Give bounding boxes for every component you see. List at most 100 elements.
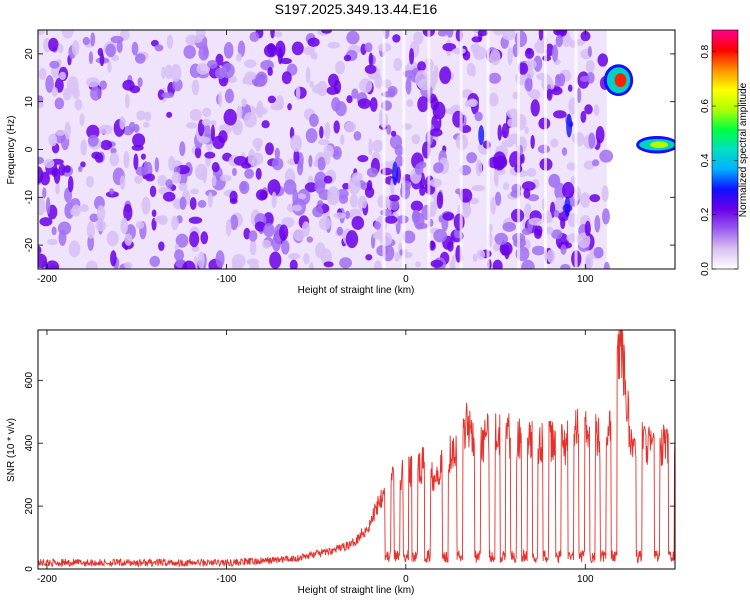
spectrogram-cell [524,78,533,92]
spectrogram-cell [270,30,275,39]
spectrogram-cell [271,157,284,171]
spectrogram-cell [79,204,89,212]
spectrogram-cell [384,215,398,224]
spectrogram-cell [318,139,330,146]
spectrogram-cell [58,163,66,176]
spectrogram-cell [154,215,165,223]
spectrogram-cell [475,159,483,177]
spectrogram-cell [344,210,350,220]
spectrogram-cell [553,110,567,119]
spectrogram-cell [507,118,514,127]
spectrogram-cell [289,259,298,269]
spectrogram-x-ticks: -200 -100 0 100 [37,30,594,285]
spectrogram-cell [303,252,310,265]
spectrogram-cell [270,103,284,111]
spectrogram-cell [324,122,331,140]
spectrogram-cell [406,99,414,107]
spectrogram-cell [40,171,51,186]
spectrogram-cell [179,196,187,210]
y-tick-label: 400 [24,434,35,451]
spectrogram-cell [304,182,318,193]
spectrogram-cell [43,158,55,169]
spectrogram-cell [223,41,234,59]
x-tick-label: 0 [403,574,409,585]
spectrogram-cell [246,258,259,266]
spectrogram-cell [215,53,224,66]
spectrogram-cell [507,47,513,66]
x-tick-label: 0 [403,274,409,285]
spectrogram-cell [242,76,247,85]
spectrogram-cell [339,134,345,146]
spectrogram-cell [99,52,105,67]
spectrogram-cell [249,31,260,42]
spectrogram-cell [576,87,582,104]
spectrogram-cell [267,95,276,104]
spectrogram-cell [388,194,400,202]
spectrogram-cell [545,43,554,57]
x-tick-label: -200 [37,574,57,585]
spectrogram-cell [550,86,563,96]
spectrogram-cell [256,100,264,119]
spectrogram-cell [433,162,444,174]
spectrogram-cell [562,181,575,199]
spectrogram-cell [333,120,340,134]
spectrogram-cell [471,36,482,43]
spectrogram-cell [38,67,47,80]
spectrogram-cell [333,79,342,94]
spectrogram-cell [125,93,130,109]
spectrogram-cell [449,259,456,269]
spectrogram-cell [417,61,426,72]
colorbar-tick-label: 0.8 [700,44,711,58]
snr-x-ticks: -200 -100 0 100 [37,330,594,585]
spectrogram-cell [45,260,60,269]
y-tick-label: 20 [24,48,35,60]
spectrogram-cell [134,53,146,64]
spectrogram-cell [90,32,96,47]
spectrogram-cell [293,148,300,165]
spectrogram-cell [231,253,246,269]
spectrogram-cell [198,136,211,144]
colorbar-tick-label: 0.0 [700,262,711,276]
spectrogram-cell [174,249,185,262]
spectrogram-cell [88,51,94,65]
spectrogram-cell [554,196,565,213]
spectrogram-cell [95,220,107,232]
spectrogram-cell [429,128,443,137]
spectrogram-cell [597,53,609,67]
spectrogram-cell [188,216,203,224]
spectrogram-cell [197,251,205,269]
spectrogram-cell [179,141,186,157]
spectrogram-cell [236,52,242,62]
colorbar-label: Normalized spectral amplitude [738,82,749,217]
spectrogram-cell [211,161,220,173]
spectrogram-streak [392,161,399,186]
spectrogram-cell [487,156,500,169]
spectrogram-cell [109,152,120,167]
colorbar: 0.0 0.2 0.4 0.6 0.8 Normalized spectral ampl… [700,29,749,276]
spectrogram-cell [224,88,234,104]
spectrogram-x-label: Height of straight line (km) [298,285,415,296]
spectrogram-cell [364,42,373,53]
spectrogram-cell [560,263,571,269]
spectrogram-cell [317,200,324,208]
spectrogram-cell [105,43,116,58]
spectrogram-cell [175,233,189,248]
spectrogram-cell [580,31,591,42]
spectrogram-cell [394,144,404,157]
spectrogram-cell [394,252,400,262]
spectrogram-cell [359,78,373,94]
spectrogram-cell [452,47,466,55]
spectrogram-cell [417,96,429,113]
spectrogram-cell [309,262,314,269]
spectrogram-cell [553,209,560,218]
spectrogram-cell [239,180,250,195]
spectrogram-cell [524,202,532,219]
spectrogram-cell [271,235,282,252]
spectrogram-cell [414,261,421,268]
spectrogram-cell [585,59,595,74]
spectrogram-cell [313,160,318,168]
spectrogram-cell [538,30,544,41]
spectrogram-cell [373,221,381,230]
spectrogram-cell [323,144,334,158]
spectrogram-cell [142,121,150,128]
